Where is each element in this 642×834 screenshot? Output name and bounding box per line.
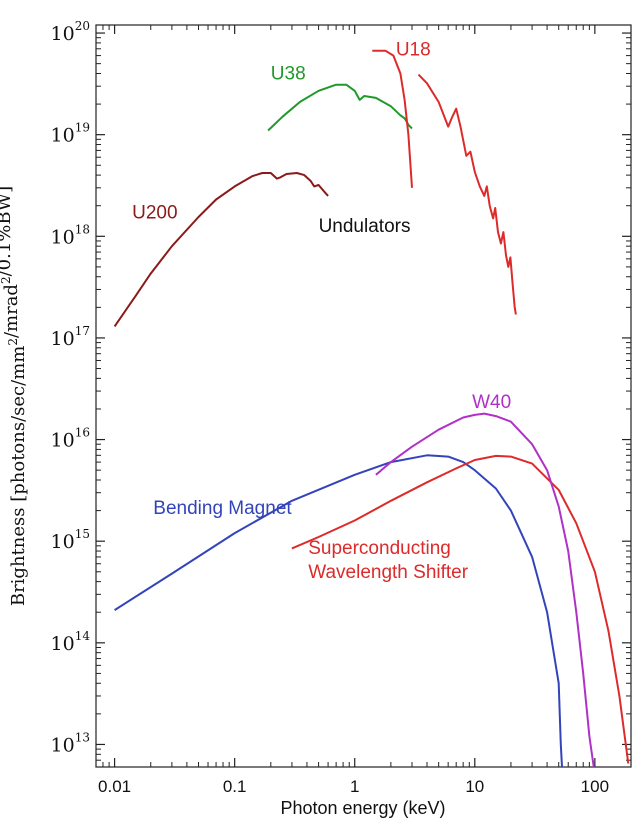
series-label-u38: U38: [271, 63, 306, 84]
x-tick-label: 0.1: [223, 777, 247, 796]
y-tick-label: 1018: [51, 222, 90, 248]
ticks-layer: 0.01 0.1 1 10 100 1013 1014 1015 1016 1017 1018 101…: [51, 19, 632, 796]
series-label-bending-magnet: Bending Magnet: [153, 498, 292, 519]
x-tick-label: 0.01: [98, 777, 131, 796]
x-tick-label: 10: [465, 777, 484, 796]
y-tick-label: 1014: [51, 629, 91, 655]
x-tick-label: 1: [350, 777, 359, 796]
y-tick-label: 1015: [51, 527, 90, 553]
series-label-superconducting-wavelength-shifter: Superconducting Wavelength Shifter: [308, 538, 468, 583]
y-tick-label: 1017: [51, 324, 90, 350]
y-tick-label: 1020: [51, 19, 90, 45]
series-line-bending-magnet: [114, 454, 564, 767]
series-label-u200: U200: [132, 202, 177, 223]
series-line-superconducting-wavelength-shifter: [291, 454, 630, 764]
series-layer: [113, 49, 630, 767]
labels-layer: U200 U38 U18 Bending Magnet Superconducting W…: [132, 40, 511, 583]
x-tick-label: 100: [581, 777, 609, 796]
annotation-undulators: Undulators: [319, 216, 411, 237]
y-axis-title: Brightness [photons/sec/mm2/mrad2/0.1%BW…: [0, 186, 29, 606]
y-tick-label: 1016: [51, 426, 90, 452]
plot-frame: [95, 24, 632, 768]
x-axis-title: Photon energy (keV): [280, 798, 445, 818]
series-line-u38: [267, 83, 413, 132]
series-line-u18: [372, 49, 413, 188]
series-line-u200: [113, 172, 329, 327]
y-tick-label: 1019: [51, 121, 90, 147]
series-line-u18: [417, 73, 517, 315]
y-tick-label: 1013: [51, 730, 90, 756]
series-label-u18: U18: [396, 40, 431, 61]
series-label-w40: W40: [472, 392, 511, 413]
series-line-w40: [375, 412, 595, 767]
